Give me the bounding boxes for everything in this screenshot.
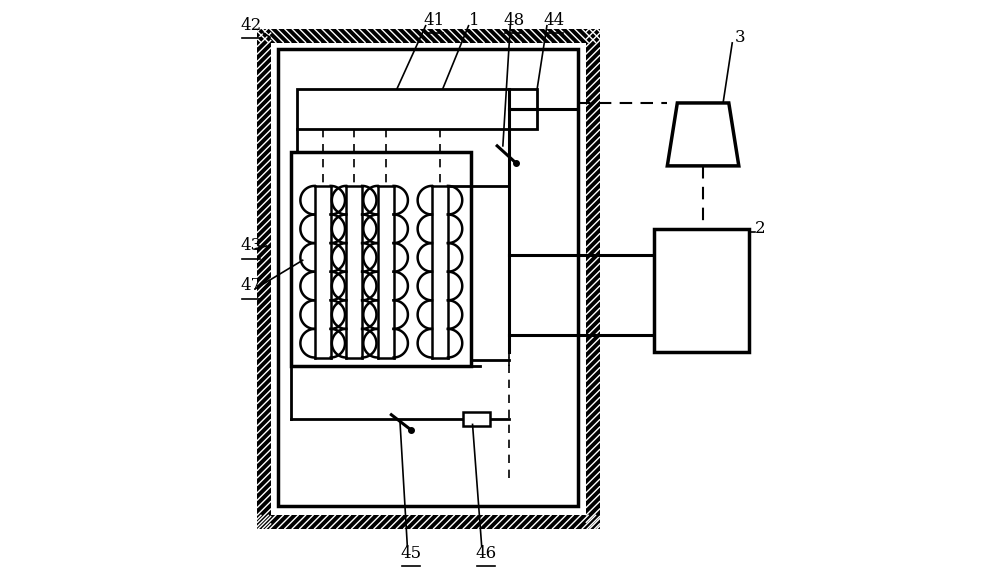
Text: 46: 46 <box>475 545 496 562</box>
Text: 41: 41 <box>424 11 445 29</box>
Text: 47: 47 <box>241 277 262 295</box>
Bar <box>463 412 490 426</box>
Polygon shape <box>667 103 739 166</box>
Bar <box>291 152 471 366</box>
Bar <box>654 229 749 352</box>
Text: 45: 45 <box>401 545 422 562</box>
Text: 43: 43 <box>241 237 262 255</box>
Text: 3: 3 <box>735 29 746 46</box>
Bar <box>278 49 578 506</box>
Text: 2: 2 <box>755 220 766 237</box>
Bar <box>257 29 600 529</box>
Text: 1: 1 <box>469 11 480 29</box>
Text: 42: 42 <box>241 17 262 34</box>
Text: 48: 48 <box>504 11 525 29</box>
Bar <box>271 43 586 515</box>
Bar <box>297 89 537 129</box>
Text: 44: 44 <box>544 11 565 29</box>
